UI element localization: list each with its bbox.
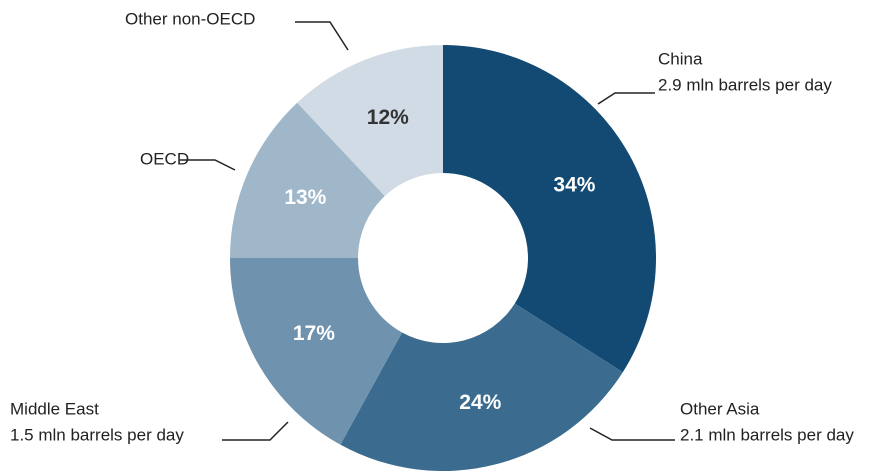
- category-detail: 2.9 mln barrels per day: [658, 75, 832, 94]
- leader-line: [180, 159, 236, 171]
- percent-label: 24%: [459, 391, 501, 414]
- donut-slice: [230, 258, 403, 445]
- percent-label: 34%: [553, 173, 595, 196]
- donut-slice: [297, 44, 443, 197]
- leader-line: [589, 427, 675, 441]
- leader-line: [597, 92, 655, 105]
- percent-label: 13%: [284, 186, 326, 209]
- category-label: China: [658, 49, 703, 68]
- leader-line: [222, 421, 289, 441]
- donut-slice: [230, 102, 385, 259]
- category-label: Other Asia: [680, 399, 760, 418]
- category-label: Middle East: [10, 399, 99, 418]
- leader-line: [295, 21, 349, 51]
- category-label: OECD: [140, 149, 189, 168]
- category-label: Other non-OECD: [125, 9, 255, 28]
- percent-label: 17%: [293, 322, 335, 345]
- donut-slice: [443, 45, 656, 373]
- percent-label: 12%: [367, 106, 409, 129]
- donut-slice: [340, 303, 623, 471]
- category-detail: 2.1 mln barrels per day: [680, 425, 854, 444]
- category-detail: 1.5 mln barrels per day: [10, 425, 184, 444]
